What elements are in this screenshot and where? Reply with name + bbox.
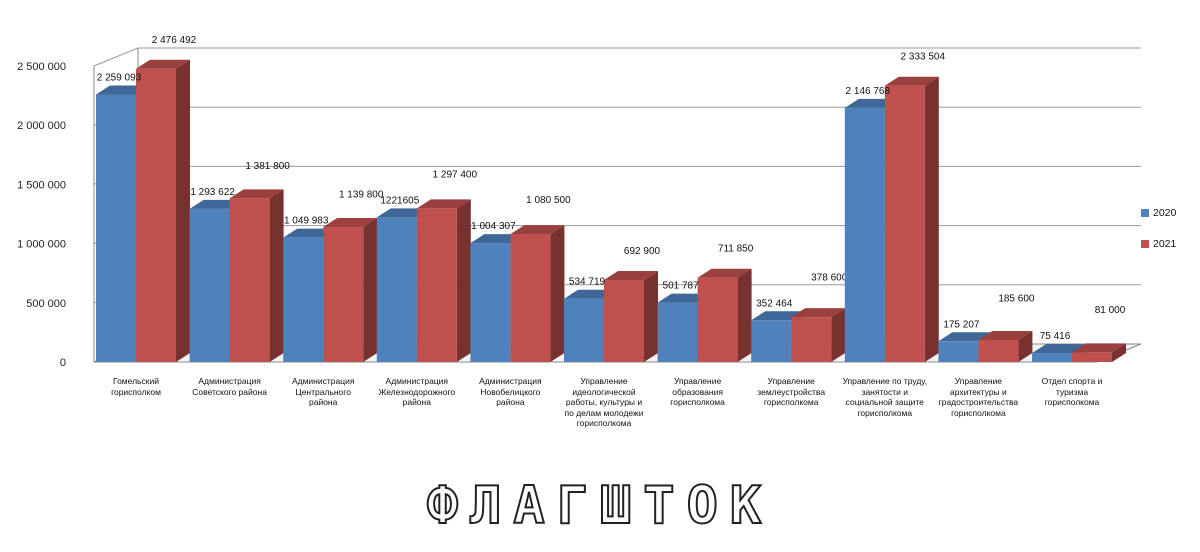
bar-2020-2 [283,237,324,362]
bar-top-2020-9 [938,332,993,342]
data-label-2020-10: 75 416 [1040,331,1071,342]
bar-2021-6 [697,277,738,362]
bar-2021-10 [1072,352,1112,362]
bar-side-2021-5 [644,270,658,362]
bar-top-2021-2 [323,218,378,228]
data-label-2020-0: 2 259 093 [97,73,142,84]
data-label-2021-7: 378 600 [811,272,848,283]
bar-2021-3 [416,208,457,362]
data-label-2020-8: 2 146 768 [846,86,891,97]
y-tick-label-4: 2 000 000 [17,120,66,132]
category-label-2: Администрация Центрального района [291,376,355,407]
bar-top-2021-9 [978,331,1033,341]
bar-2020-3 [376,217,417,362]
y-tick-label-2: 1 000 000 [17,239,66,251]
bar-side-2021-10 [1112,343,1126,362]
data-label-2021-10: 81 000 [1095,305,1126,316]
bar-2021-5 [604,279,644,362]
data-label-2020-9: 175 207 [943,319,980,330]
bar-side-2021-7 [831,308,846,362]
y-tick-label-5: 2 500 000 [17,61,66,73]
bar-top-2021-5 [604,270,658,280]
category-label-0: Гомельский горисполком [111,376,161,397]
legend-label-2021: 2021 [1153,238,1177,250]
data-label-2020-7: 352 464 [756,298,793,309]
bar-side-2021-4 [550,225,565,362]
bar-top-2021-1 [229,189,284,199]
data-label-2020-4: 1 004 307 [471,221,516,232]
bar-2020-10 [1032,353,1072,362]
data-label-2020-5: 534 719 [569,277,606,288]
legend-item-2021: 2021 [1141,238,1176,250]
bar-2020-5 [564,298,604,362]
bar-top-2021-6 [697,268,752,278]
bar-side-2021-9 [1018,331,1033,362]
watermark-logo: ФЛАГШТОК [426,475,774,537]
bar-2020-4 [470,243,511,362]
data-label-2021-8: 2 333 504 [901,52,946,63]
category-label-1: Администрация Советского района [192,376,267,397]
bar-2020-8 [844,107,885,363]
category-label-8: Управление по труду, занятости и социаль… [842,376,928,418]
bar-2021-7 [791,317,832,362]
bar-2020-9 [938,341,979,362]
gridline-diag-5 [93,47,139,67]
bar-2021-9 [978,340,1019,362]
data-label-2020-1: 1 293 622 [190,187,235,198]
category-label-5: Управление идеологической работы, культу… [564,376,644,428]
bar-side-2021-0 [176,59,190,362]
bar-2020-0 [96,94,136,363]
bar-2020-1 [189,208,230,362]
bar-2021-0 [136,68,176,362]
category-label-7: Управление землеустройства горисполкома [757,376,826,407]
bar-side-2021-2 [363,218,378,362]
data-label-2021-4: 1 080 500 [526,195,571,206]
bar-top-2021-7 [791,308,846,318]
bar-top-2021-8 [884,76,939,86]
bar-side-2021-8 [924,76,939,362]
data-label-2020-2: 1 049 983 [284,216,329,227]
bar-top-2020-10 [1032,344,1086,354]
y-tick-label-3: 1 500 000 [17,179,66,191]
y-tick-label-0: 0 [60,357,66,369]
bar-2021-2 [323,227,364,362]
bar-top-2021-10 [1072,343,1126,353]
data-label-2021-6: 711 850 [718,244,754,255]
bar-chart-3d: 0 500 000 1 000 000 1 500 000 2 000 000 2 500… [17,35,1142,369]
bar-2021-1 [229,198,270,362]
legend-item-2020: 2020 [1141,207,1176,219]
data-label-2020-6: 501 787 [663,281,700,292]
category-label-3: Администрация Железнодорожного района [378,376,456,407]
data-label-2020-3: 1221605 [380,195,419,206]
bar-2021-8 [884,85,925,362]
data-label-2021-1: 1 381 800 [245,161,290,172]
bar-top-2021-3 [416,199,471,209]
data-label-2021-2: 1 139 800 [339,190,384,201]
bar-top-2021-0 [136,59,190,69]
bar-2020-7 [751,320,792,362]
data-label-2021-3: 1 297 400 [433,169,478,180]
bar-side-2021-3 [456,199,471,362]
legend-label-2020: 2020 [1153,207,1177,219]
category-label-10: Отдел спорта и туризма горисполкома [1041,376,1103,407]
category-label-9: Управление архитектуры и градостроительс… [938,376,1019,418]
data-label-2021-0: 2 476 492 [152,35,197,46]
bar-side-2021-6 [737,268,752,362]
bar-top-2021-4 [510,225,565,235]
legend-swatch-2021 [1141,240,1149,248]
y-tick-label-1: 500 000 [26,298,66,310]
category-label-4: Администрация Новобелицкого района [479,376,542,407]
data-label-2021-5: 692 900 [624,246,661,257]
bar-2021-4 [510,234,551,362]
bar-2020-6 [657,302,698,362]
category-label-6: Управление образования горисполкома [670,376,725,407]
data-label-2021-9: 185 600 [998,293,1035,304]
legend-swatch-2020 [1141,209,1149,217]
bar-side-2021-1 [269,189,284,362]
